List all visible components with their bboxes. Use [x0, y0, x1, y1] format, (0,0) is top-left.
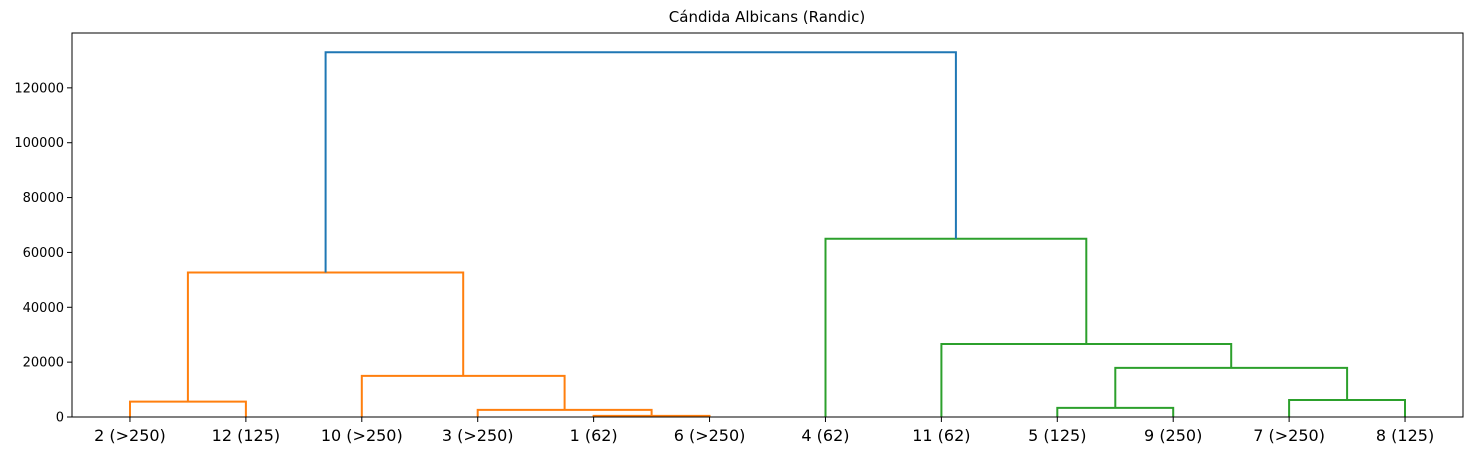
dendrogram-link [324, 51, 957, 273]
leaf-label: 7 (>250) [1253, 426, 1325, 445]
leaf-label: 2 (>250) [94, 426, 166, 445]
y-tick-label: 120000 [14, 81, 64, 96]
leaf-label: 6 (>250) [674, 426, 746, 445]
y-tick-label: 60000 [23, 246, 64, 261]
leaf-label: 1 (62) [570, 426, 618, 445]
chart-title: Cándida Albicans (Randic) [669, 8, 865, 26]
y-axis: 0 20000 40000 60000 80000 100000 120000 [14, 81, 72, 426]
leaf-label: 5 (125) [1028, 426, 1086, 445]
dendrogram-link [940, 343, 1233, 417]
plot-frame [71, 32, 1464, 418]
x-axis: 2 (>250) 12 (125) 10 (>250) 3 (>250) 1 (62) 6… [94, 417, 1434, 445]
dendrogram-link [824, 237, 1088, 417]
leaf-label: 3 (>250) [442, 426, 514, 445]
dendrogram-link [129, 400, 247, 417]
dendrogram-link [186, 271, 465, 402]
leaf-label: 11 (62) [912, 426, 970, 445]
leaf-label: 8 (125) [1376, 426, 1434, 445]
dendrogram-link [1056, 406, 1175, 417]
y-tick-label: 20000 [23, 356, 64, 371]
y-tick-label: 0 [56, 411, 64, 426]
leaf-label: 4 (62) [801, 426, 849, 445]
dendrogram-links [129, 51, 1406, 417]
y-tick-label: 100000 [14, 136, 64, 151]
leaf-label: 10 (>250) [321, 426, 403, 445]
dendrogram-link [1288, 399, 1406, 417]
y-tick-label: 40000 [23, 301, 64, 316]
dendrogram-link [1114, 366, 1349, 408]
y-tick-label: 80000 [23, 191, 64, 206]
leaf-label: 12 (125) [212, 426, 280, 445]
leaf-label: 9 (250) [1144, 426, 1202, 445]
